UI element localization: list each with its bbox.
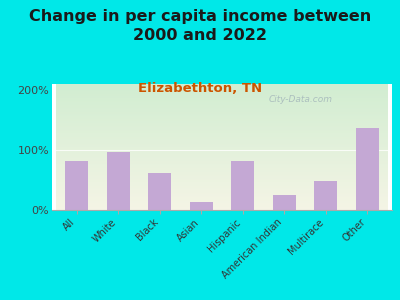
Bar	[190, 202, 213, 210]
Text: Elizabethton, TN: Elizabethton, TN	[138, 82, 262, 95]
Bar	[273, 195, 296, 210]
Bar	[66, 161, 88, 210]
Bar	[148, 173, 171, 210]
Text: City-Data.com: City-Data.com	[268, 94, 332, 103]
Bar	[107, 152, 130, 210]
Bar	[231, 161, 254, 210]
Bar	[314, 181, 337, 210]
Text: Change in per capita income between
2000 and 2022: Change in per capita income between 2000…	[29, 9, 371, 43]
Bar	[356, 128, 378, 210]
